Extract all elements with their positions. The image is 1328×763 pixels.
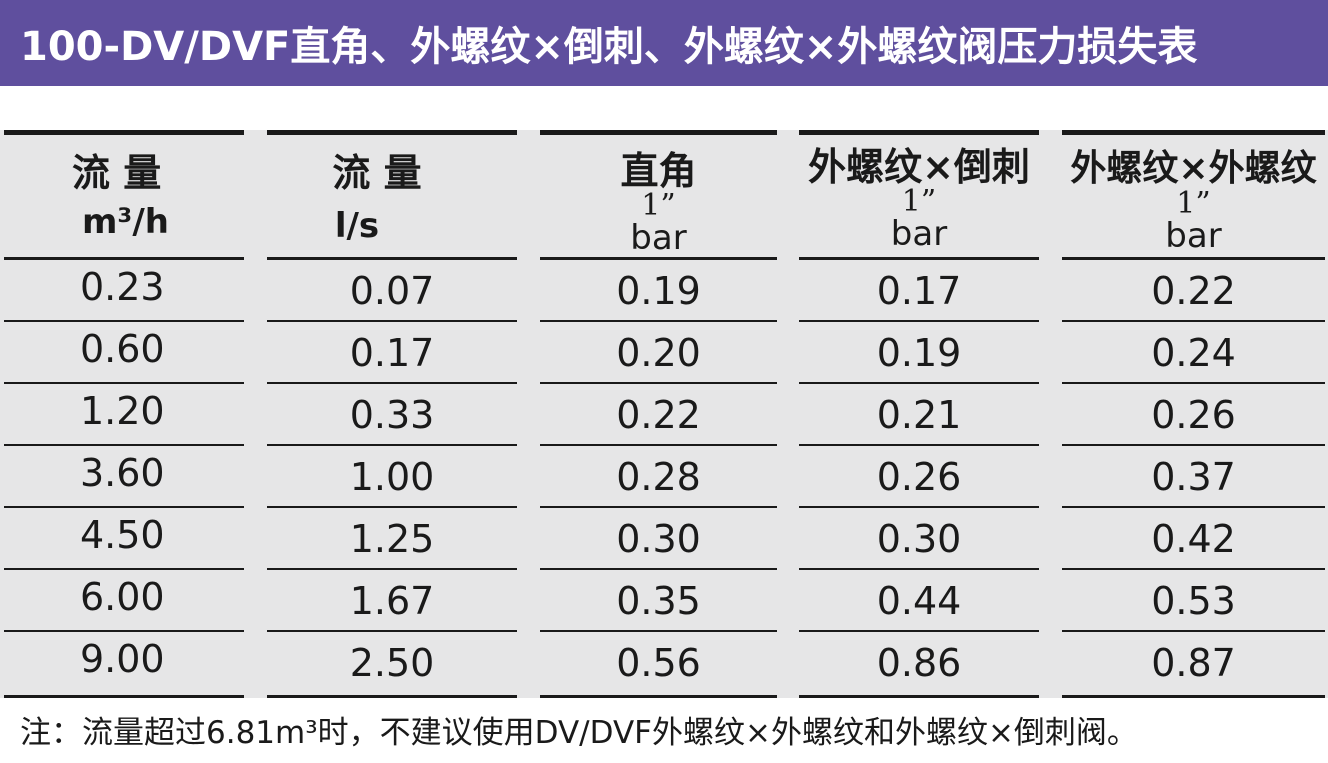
table-cell: 0.19	[799, 322, 1039, 384]
header-cell: 流 量 l/s	[267, 130, 517, 260]
table-cell: 0.23	[4, 260, 244, 322]
pressure-loss-table: 流 量 m³/h 0.23 0.60 1.20 3.60 4.50 6.00 9…	[0, 130, 1328, 698]
header-cell: 外螺纹×倒刺 1” bar	[799, 130, 1039, 260]
table-cell: 4.50	[4, 508, 244, 570]
table-cell: 0.26	[799, 446, 1039, 508]
table-cell: 1.25	[267, 508, 517, 570]
header-size: 1”	[641, 188, 676, 223]
table-cell: 0.33	[267, 384, 517, 446]
header-name: 流 量	[72, 151, 162, 195]
column-flow-m3h: 流 量 m³/h 0.23 0.60 1.20 3.60 4.50 6.00 9…	[4, 130, 244, 698]
header-unit: bar	[630, 218, 687, 258]
footnote: 注：流量超过6.81m³时，不建议使用DV/DVF外螺纹×外螺纹和外螺纹×倒刺阀…	[20, 715, 1138, 751]
table-cell: 0.24	[1062, 322, 1325, 384]
header-unit: bar	[890, 214, 948, 254]
table-cell: 0.56	[540, 632, 777, 698]
table-cell: 0.30	[540, 508, 777, 570]
table-cell: 0.22	[540, 384, 777, 446]
table-cell: 0.37	[1062, 446, 1325, 508]
table-cell: 0.42	[1062, 508, 1325, 570]
header-name: 外螺纹×倒刺	[808, 145, 1030, 189]
table-cell: 2.50	[267, 632, 517, 698]
table-cell: 0.20	[540, 322, 777, 384]
table-cell: 0.07	[267, 260, 517, 322]
table-cell: 9.00	[4, 632, 244, 698]
table-cell: 0.22	[1062, 260, 1325, 322]
column-male-barb: 外螺纹×倒刺 1” bar 0.17 0.19 0.21 0.26 0.30 0…	[799, 130, 1039, 698]
column-male-male: 外螺纹×外螺纹 1” bar 0.22 0.24 0.26 0.37 0.42 …	[1062, 130, 1325, 698]
header-name: 外螺纹×外螺纹	[1070, 148, 1317, 189]
table-cell: 0.17	[799, 260, 1039, 322]
table-cell: 0.21	[799, 384, 1039, 446]
page-title: 100-DV/DVF直角、外螺纹×倒刺、外螺纹×外螺纹阀压力损失表	[0, 0, 1328, 86]
column-flow-ls: 流 量 l/s 0.07 0.17 0.33 1.00 1.25 1.67 2.…	[267, 130, 517, 698]
table-cell: 0.53	[1062, 570, 1325, 632]
header-cell: 直角 1” bar	[540, 130, 777, 260]
header-unit: bar	[1165, 216, 1222, 256]
table-cell: 0.60	[4, 322, 244, 384]
table-cell: 0.30	[799, 508, 1039, 570]
header-unit: l/s	[334, 206, 380, 246]
table-cell: 0.28	[540, 446, 777, 508]
header-cell: 外螺纹×外螺纹 1” bar	[1062, 130, 1325, 260]
table-cell: 0.87	[1062, 632, 1325, 698]
table-cell: 1.00	[267, 446, 517, 508]
table-cell: 0.35	[540, 570, 777, 632]
header-name: 直角	[620, 149, 697, 193]
table-cell: 0.44	[799, 570, 1039, 632]
header-cell: 流 量 m³/h	[4, 130, 244, 260]
header-size: 1”	[1176, 186, 1211, 221]
header-unit: m³/h	[82, 202, 169, 242]
column-right-angle: 直角 1” bar 0.19 0.20 0.22 0.28 0.30 0.35 …	[540, 130, 777, 698]
table-cell: 1.20	[4, 384, 244, 446]
table-cell: 1.67	[267, 570, 517, 632]
table-cell: 3.60	[4, 446, 244, 508]
table-cell: 6.00	[4, 570, 244, 632]
table-cell: 0.17	[267, 322, 517, 384]
page-title-text: 100-DV/DVF直角、外螺纹×倒刺、外螺纹×外螺纹阀压力损失表	[20, 24, 1198, 70]
table-cell: 0.86	[799, 632, 1039, 698]
table-cell: 0.19	[540, 260, 777, 322]
header-size: 1”	[901, 184, 937, 219]
header-name: 流 量	[332, 151, 422, 195]
table-cell: 0.26	[1062, 384, 1325, 446]
